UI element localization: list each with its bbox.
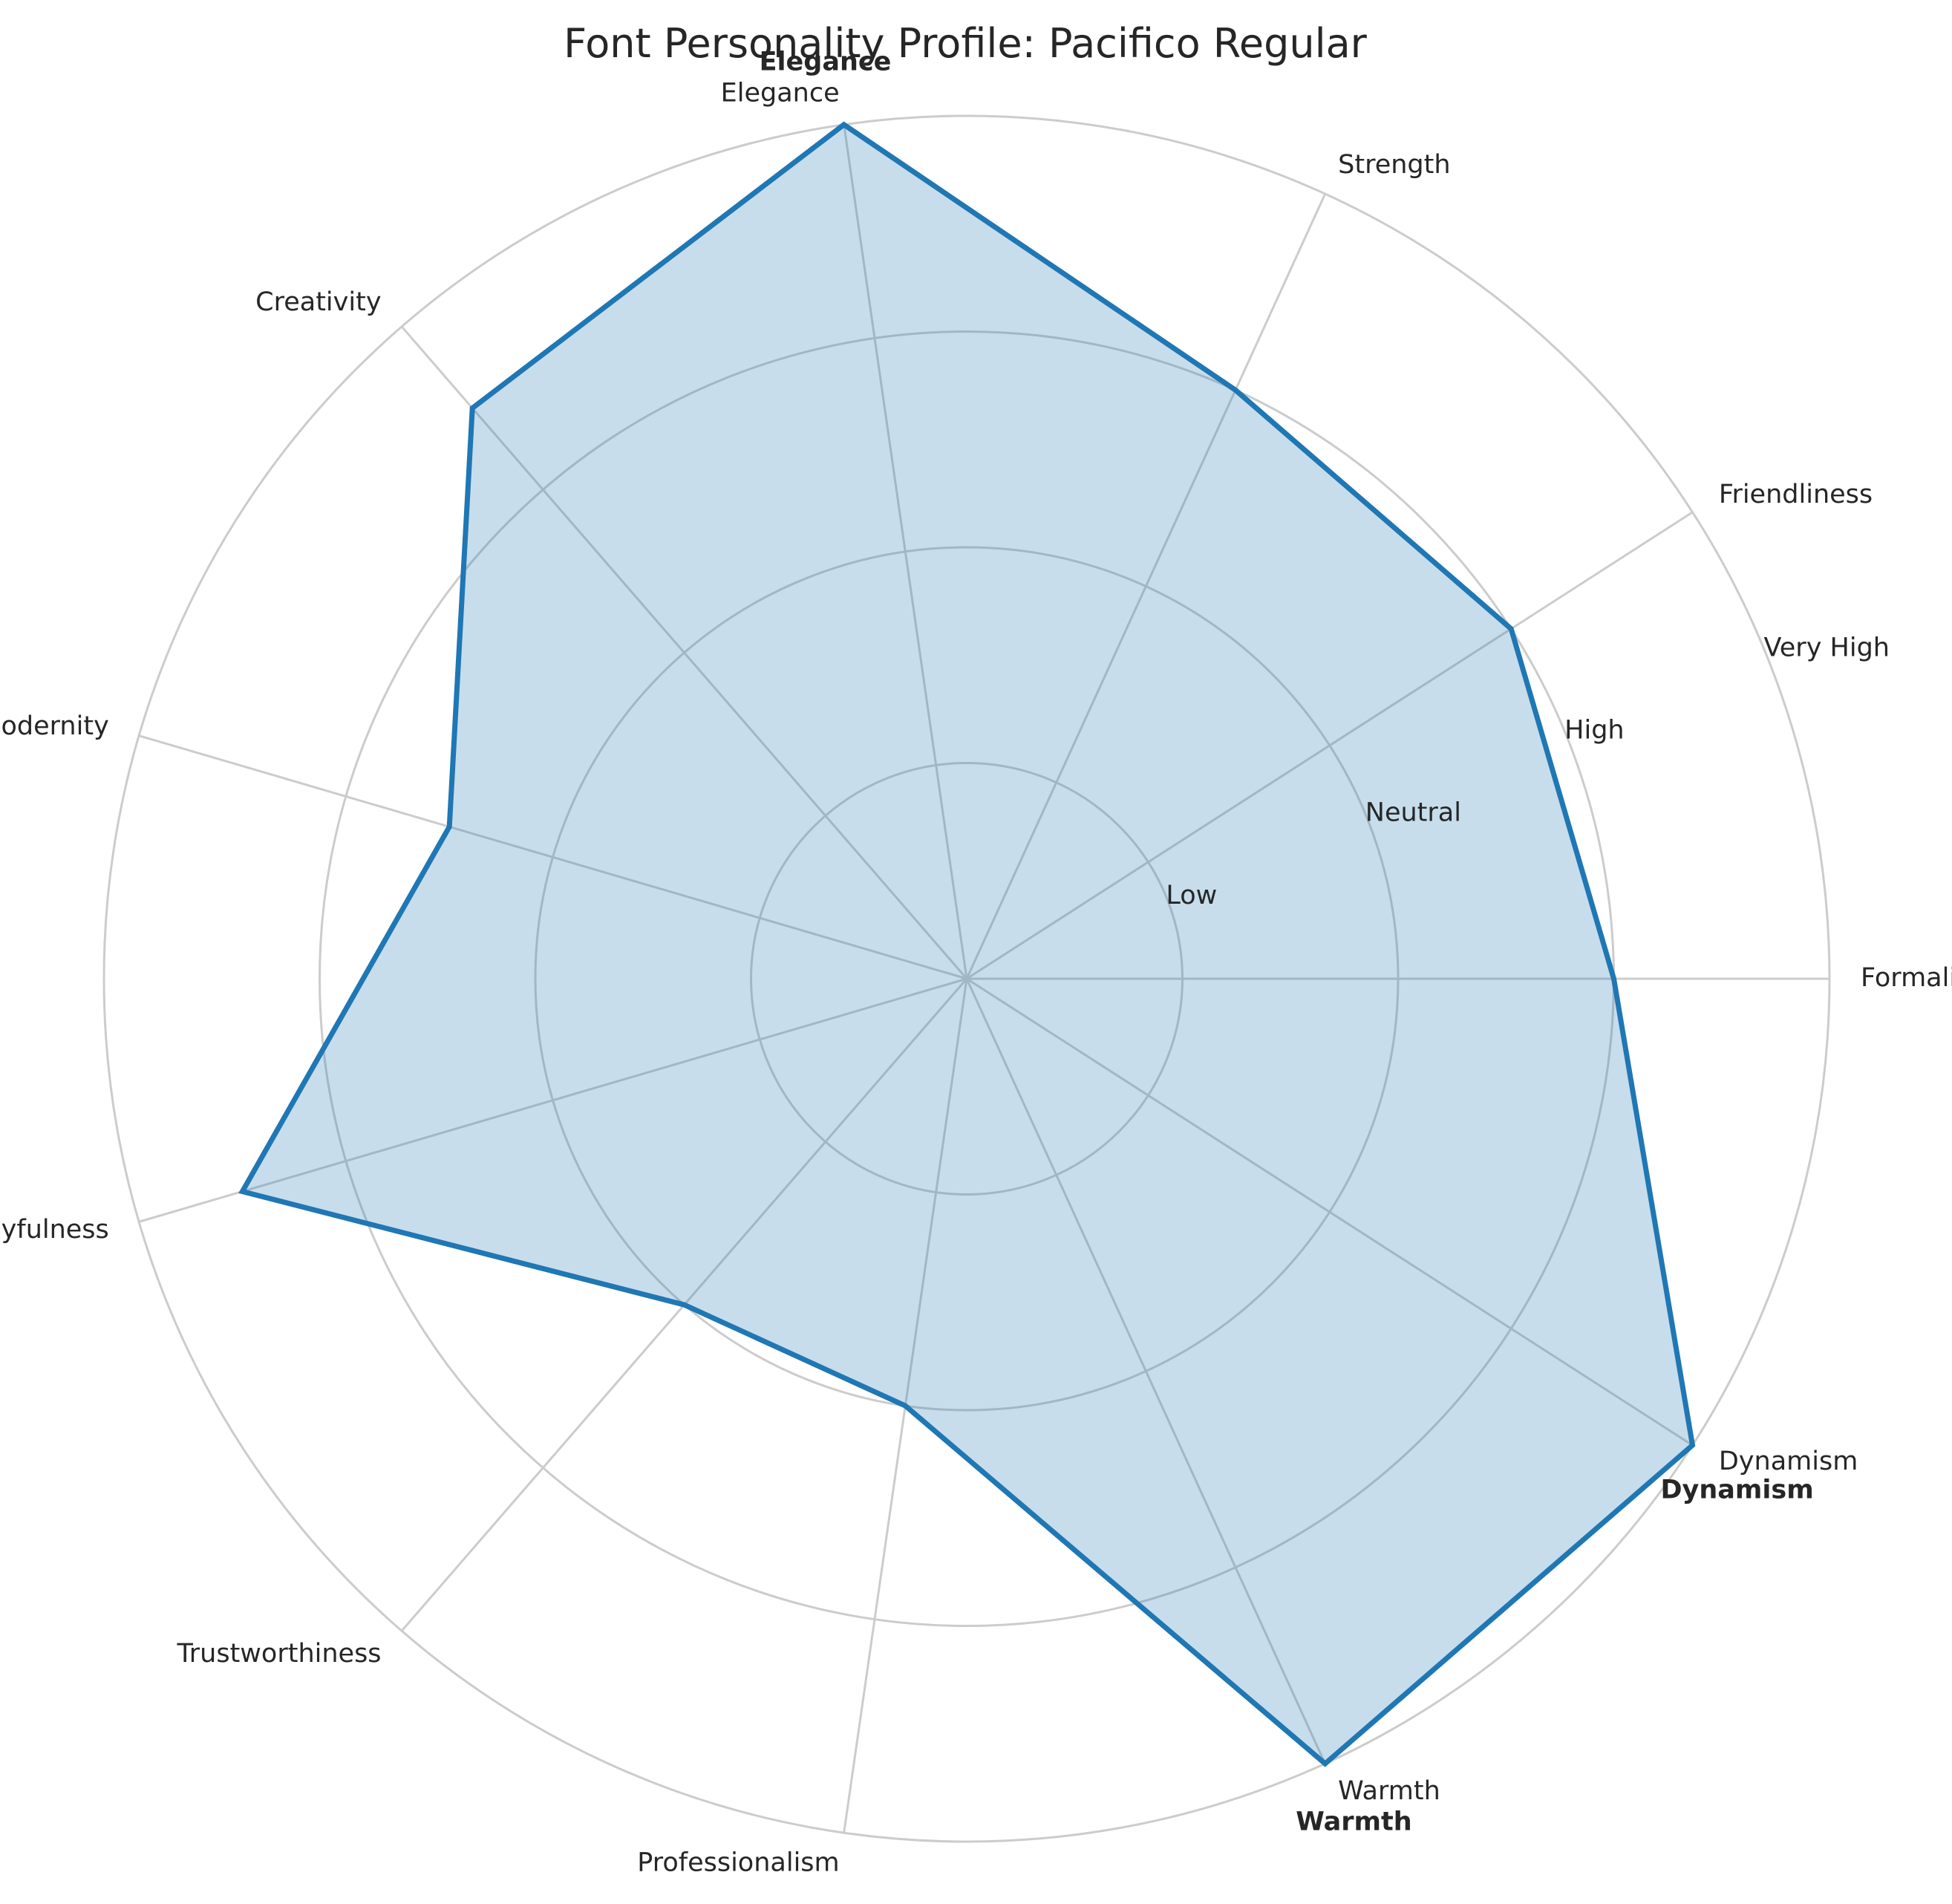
spoke-creativity	[400, 325, 968, 979]
r-tick-label-2: Neutral	[1365, 798, 1461, 828]
category-label-creativity: Creativity	[255, 287, 381, 317]
category-label-dynamism: Dynamism	[1719, 1447, 1858, 1476]
category-label-modernity: Modernity	[0, 711, 109, 741]
spoke-warmth	[965, 978, 1327, 1764]
series-layer	[238, 121, 1696, 1767]
category-label-warmth: Warmth	[1338, 1776, 1440, 1806]
r-tick-label-4: Very High	[1764, 633, 1890, 662]
spoke-elegance	[843, 124, 968, 979]
spoke-friendliness	[966, 511, 1694, 980]
category-label-bold-warmth: Warmth	[1296, 1807, 1411, 1836]
r-tick-label-1: Low	[1166, 881, 1217, 910]
category-label-bold-dynamism: Dynamism	[1661, 1475, 1814, 1504]
category-label-formality: Formality	[1861, 963, 1952, 993]
label-layer: Low Neutral High Very High Formality Friendli…	[0, 47, 1952, 1877]
series-line	[238, 121, 1696, 1767]
series-area	[242, 124, 1693, 1764]
chart-title: Font Personality Profile: Pacifico Regul…	[564, 20, 1368, 67]
category-label-friendliness: Friendliness	[1719, 480, 1873, 509]
spoke-strength	[965, 193, 1327, 979]
r-tick-label-3: High	[1564, 715, 1624, 745]
category-label-professionalism: Professionalism	[637, 1848, 839, 1878]
category-label-playfulness: Playfulness	[0, 1215, 109, 1245]
category-label-elegance: Elegance	[721, 78, 840, 108]
spoke-dynamism	[966, 977, 1694, 1447]
spoke-playfulness	[138, 977, 967, 1223]
category-label-bold-elegance: Elegance	[760, 47, 892, 76]
spoke-modernity	[138, 734, 967, 980]
category-label-strength: Strength	[1338, 150, 1450, 180]
category-label-trustworthiness: Trustworthiness	[177, 1639, 382, 1669]
